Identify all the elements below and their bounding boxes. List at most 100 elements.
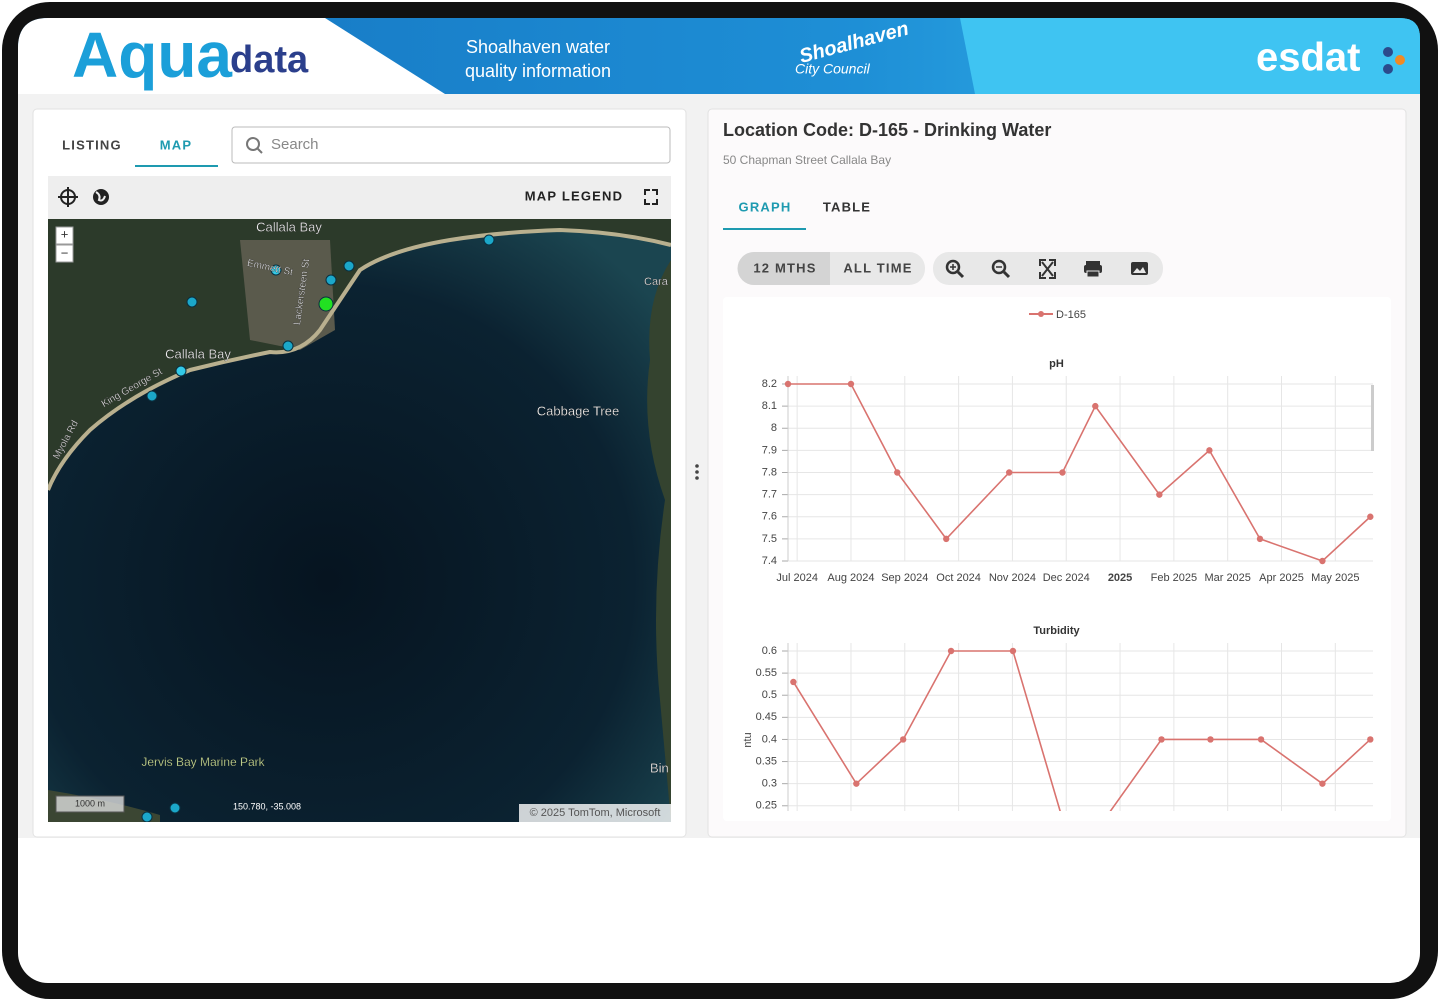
tab-indicator <box>723 228 806 230</box>
y-tick-label: 0.3 <box>762 778 777 790</box>
zoom-in-tool[interactable] <box>945 259 965 279</box>
town <box>240 240 335 350</box>
globe-button[interactable] <box>93 189 109 205</box>
zoom-out-tool[interactable] <box>991 259 1011 279</box>
data-point <box>947 647 955 655</box>
map-tab[interactable]: MAP <box>160 137 193 152</box>
logo-aqua: Aqua <box>72 19 232 91</box>
site-marker[interactable] <box>186 296 198 308</box>
x-tick-label: Mar 2025 <box>1204 572 1250 584</box>
x-tick-label: 2025 <box>1108 572 1132 584</box>
site-marker[interactable] <box>270 264 282 276</box>
fullscreen-button[interactable] <box>644 189 658 205</box>
y-tick-label: 0.5 <box>762 689 777 701</box>
data-point <box>790 678 797 686</box>
map-legend-button[interactable]: MAP LEGEND <box>525 188 623 203</box>
brand-dot <box>1383 64 1393 74</box>
y-tick-label: 7.5 <box>762 533 777 545</box>
y-tick-label: 0.6 <box>762 645 777 657</box>
site-marker[interactable] <box>169 802 181 814</box>
coordinates: 150.780, -35.008 <box>233 801 301 811</box>
legend-label: D-165 <box>1056 309 1086 321</box>
data-point <box>1206 447 1213 454</box>
x-tick-label: Oct 2024 <box>936 572 981 584</box>
data-point <box>1092 402 1099 410</box>
x-tick-label: Feb 2025 <box>1151 572 1197 584</box>
data-point <box>1257 736 1265 743</box>
data-point <box>1319 557 1326 565</box>
data-point <box>943 535 950 543</box>
image-export-tool[interactable] <box>1131 262 1148 275</box>
data-point <box>1367 736 1374 743</box>
data-point <box>1059 469 1066 476</box>
y-tick-label: 0.45 <box>756 711 777 723</box>
selected-site-marker[interactable] <box>318 296 334 312</box>
search-box[interactable] <box>231 126 671 164</box>
zoom-out-label: − <box>61 245 69 260</box>
map-points <box>141 234 495 822</box>
x-tick-label: Dec 2024 <box>1043 572 1090 584</box>
search-icon <box>256 147 263 154</box>
tagline: Shoalhaven water <box>466 37 610 57</box>
zoom-in[interactable] <box>55 226 74 245</box>
map-label: Callala Bay <box>256 219 322 234</box>
data-point <box>853 780 860 787</box>
logo-data: data <box>230 39 309 81</box>
range-all-time[interactable]: ALL TIME <box>843 260 912 275</box>
attribution: © 2025 TomTom, Microsoft <box>530 807 661 819</box>
brand-dot <box>1383 47 1393 57</box>
site-marker[interactable] <box>483 234 495 246</box>
location-address: 50 Chapman Street Callala Bay <box>723 153 891 167</box>
map-label: Cabbage Tree <box>537 403 619 418</box>
listing-tab[interactable]: LISTING <box>62 137 122 152</box>
beach <box>48 227 671 491</box>
chart-card <box>723 297 1391 821</box>
data-line <box>792 650 1371 811</box>
site-marker[interactable] <box>343 260 355 272</box>
data-point <box>1319 780 1326 787</box>
x-tick-label: Aug 2024 <box>827 572 874 584</box>
x-tick-label: May 2025 <box>1311 572 1359 584</box>
zoom-in-label: + <box>61 226 69 241</box>
search-icon <box>246 137 260 151</box>
chart-title: pH <box>1049 358 1064 370</box>
range-12-months[interactable]: 12 MTHS <box>753 260 816 275</box>
data-point <box>1207 736 1214 743</box>
x-tick-label: Sep 2024 <box>881 572 928 584</box>
scale-label: 1000 m <box>75 798 105 808</box>
site-marker[interactable] <box>325 274 337 286</box>
y-tick-label: 8.2 <box>762 378 777 390</box>
x-tick-label: Nov 2024 <box>989 572 1036 584</box>
graph-tab[interactable]: GRAPH <box>739 199 792 214</box>
site-marker[interactable] <box>141 811 153 822</box>
site-marker[interactable] <box>282 340 294 352</box>
splitter-handle[interactable] <box>695 464 699 480</box>
locate-button[interactable] <box>58 187 78 207</box>
print-tool[interactable] <box>1084 261 1102 278</box>
table-tab[interactable]: TABLE <box>823 199 871 214</box>
attribution-bg <box>519 804 671 822</box>
x-tick-label: Apr 2025 <box>1259 572 1304 584</box>
y-tick-label: 0.25 <box>756 800 777 812</box>
data-line <box>788 383 1371 562</box>
reset-zoom-tool[interactable] <box>1039 259 1056 279</box>
site-marker[interactable] <box>175 365 187 377</box>
data-point <box>1009 647 1017 655</box>
tagline: quality information <box>465 61 611 81</box>
data-point <box>1005 469 1013 476</box>
data-point <box>899 736 907 743</box>
y-tick-label: 7.9 <box>762 444 777 456</box>
map-label: Jervis Bay Marine Park <box>141 755 265 769</box>
site-marker[interactable] <box>146 390 158 402</box>
data-point <box>894 469 901 476</box>
search-placeholder: Search <box>271 136 319 153</box>
council-logo: City Council <box>795 61 871 77</box>
data-point <box>1156 491 1163 498</box>
scale-bar <box>55 795 125 813</box>
location-title: Location Code: D-165 - Drinking Water <box>723 120 1051 140</box>
y-tick-label: 0.4 <box>762 733 777 745</box>
zoom-out[interactable] <box>55 244 74 263</box>
y-tick-label: 7.7 <box>762 489 777 501</box>
